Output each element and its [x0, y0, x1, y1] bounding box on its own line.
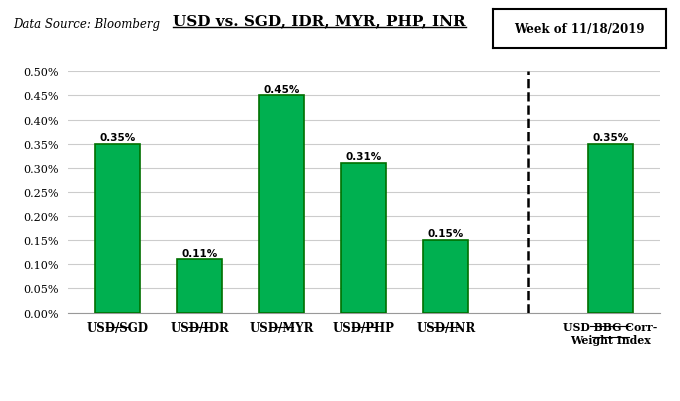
Text: 0.11%: 0.11% [182, 248, 218, 258]
Bar [341, 164, 386, 313]
Bar [588, 144, 632, 313]
Text: USD/IDR: USD/IDR [170, 321, 229, 334]
Bar [177, 260, 222, 313]
Text: Data Source: Bloomberg: Data Source: Bloomberg [14, 18, 160, 31]
Bar [259, 96, 304, 313]
Text: USD BBG Corr-
Weight Index: USD BBG Corr- Weight Index [563, 321, 658, 345]
Bar [95, 144, 140, 313]
Text: 0.35%: 0.35% [99, 132, 135, 142]
Bar [424, 241, 469, 313]
Text: 0.35%: 0.35% [592, 132, 628, 142]
Text: USD/PHP: USD/PHP [333, 321, 394, 334]
Text: USD/MYR: USD/MYR [250, 321, 314, 334]
Text: Week of 11/18/2019: Week of 11/18/2019 [515, 23, 645, 36]
Text: USD/INR: USD/INR [416, 321, 475, 334]
Text: 0.15%: 0.15% [428, 229, 464, 239]
Text: USD vs. SGD, IDR, MYR, PHP, INR: USD vs. SGD, IDR, MYR, PHP, INR [173, 14, 466, 28]
Text: USD/SGD: USD/SGD [86, 321, 148, 334]
Text: 0.45%: 0.45% [264, 84, 300, 94]
Text: 0.31%: 0.31% [345, 152, 382, 162]
